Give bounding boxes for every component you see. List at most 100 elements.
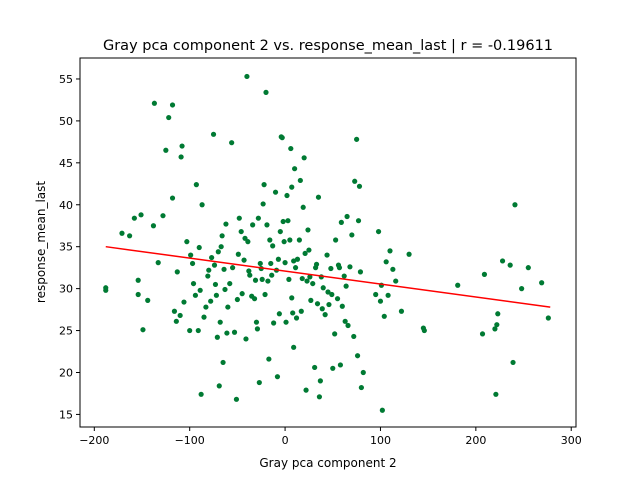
data-point [317,378,323,384]
data-point [352,178,358,184]
data-point [406,251,412,257]
data-point [304,278,310,284]
data-point [345,322,351,329]
data-point [169,102,176,108]
data-point [171,308,178,314]
data-point [160,213,166,219]
data-point [261,182,267,188]
data-point [326,301,332,308]
data-point [221,266,227,272]
data-point [347,264,353,270]
data-point [206,267,212,273]
data-point [481,271,488,277]
data-point [289,184,295,190]
data-point [276,311,282,317]
data-point [360,369,366,376]
data-point [539,280,545,286]
data-point [479,331,486,337]
data-point [239,291,245,297]
data-point [338,219,344,225]
data-point [174,269,180,275]
data-point [181,299,187,305]
data-point [290,310,296,316]
data-point [282,260,288,266]
data-point [217,319,223,325]
data-point [119,230,125,236]
data-point [267,237,273,243]
data-point [285,218,291,224]
x-axis-label: Gray pca component 2 [259,456,396,470]
data-point [351,333,357,340]
x-tick-label: 300 [561,434,582,447]
data-point [245,239,251,245]
data-point [354,353,361,359]
data-point [320,285,326,291]
data-point [251,296,258,302]
data-point [377,298,384,304]
data-point [214,334,220,340]
data-point [357,269,364,275]
data-point [305,227,311,233]
data-point [266,356,272,362]
plot-area [79,57,577,428]
data-point [512,202,518,208]
data-point [330,365,336,371]
data-point [336,265,343,271]
data-point [166,114,172,121]
x-tick-label: 100 [370,434,391,447]
data-point [208,298,214,304]
data-point [178,154,184,160]
data-point [127,233,133,239]
data-point [220,359,226,366]
data-point [343,283,349,289]
data-point [373,291,379,298]
data-point [494,322,500,328]
x-tick-label: 200 [465,434,486,447]
data-point [184,239,190,245]
data-point [383,259,389,265]
data-point [301,155,307,161]
data-point [224,330,230,336]
data-point [197,287,203,293]
y-tick-label: 40 [59,199,73,212]
data-point [319,306,325,312]
data-point [150,223,157,229]
data-point [393,278,399,284]
data-point [216,383,222,389]
data-point [264,222,270,228]
data-point [284,192,290,199]
data-point [315,194,322,200]
data-point [421,327,427,334]
data-point [289,295,295,301]
data-point [354,136,360,142]
data-point [231,329,238,335]
data-point [218,244,224,250]
data-point [259,276,265,282]
data-point [277,228,283,235]
data-point [398,308,405,314]
x-tick-label: −200 [79,434,109,447]
data-point [229,140,235,146]
y-axis-ticks: 15 20 25 30 35 40 45 50 55 [59,73,80,421]
data-point [192,292,199,298]
data-point [225,304,231,310]
data-point [135,277,141,283]
data-point [199,202,205,208]
data-point [334,296,341,302]
data-point [140,327,146,333]
data-point [390,266,396,272]
data-point [333,237,339,243]
data-point [349,232,355,238]
data-point [308,297,314,303]
data-point [355,218,362,224]
x-axis-ticks: −200 −100 0 100 200 300 [79,427,582,447]
data-point [145,297,151,303]
data-point [342,318,348,324]
data-point [455,282,461,288]
data-point [179,143,185,149]
data-point [387,248,393,254]
data-point [213,292,219,298]
data-point [155,260,161,266]
data-point [265,278,271,284]
y-tick-label: 15 [59,408,73,421]
